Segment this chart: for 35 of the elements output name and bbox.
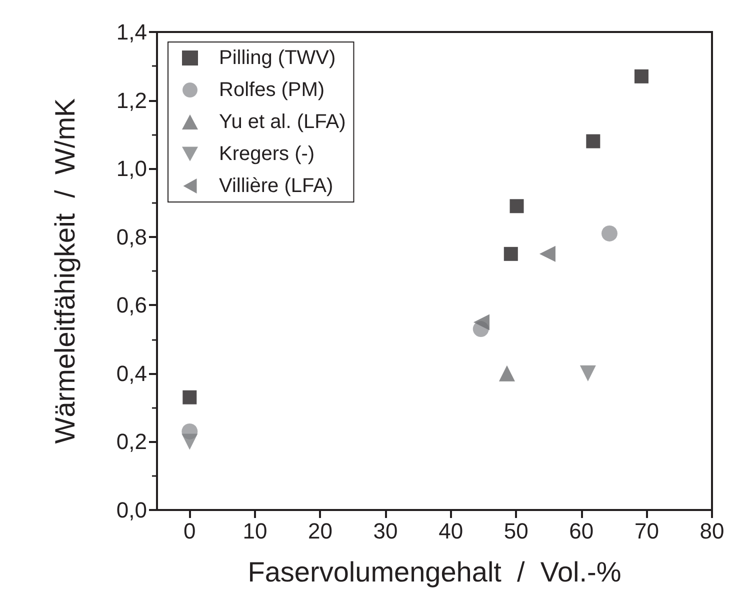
y-axis-title: Wärmeleitfähigkeit / W/mK — [50, 98, 80, 444]
legend-label: Kregers (-) — [219, 143, 315, 165]
y-tick-label: 0,8 — [116, 224, 147, 250]
legend-label: Pilling (TWV) — [219, 47, 336, 69]
point — [580, 365, 596, 382]
x-tick-label: 0 — [184, 518, 196, 544]
legend-label: Rolfes (PM) — [219, 79, 325, 101]
y-tick-label: 1,2 — [116, 88, 147, 113]
y-tick-label: 0,0 — [116, 498, 147, 522]
y-tick-label: 0,4 — [116, 360, 147, 386]
point — [634, 69, 648, 84]
point — [539, 246, 556, 262]
point — [586, 134, 600, 148]
x-tick-label: 10 — [242, 518, 268, 544]
point — [498, 365, 515, 382]
point — [510, 199, 524, 214]
point — [504, 246, 518, 261]
x-axis-title: Faservolumengehalt / Vol.-% — [248, 556, 622, 588]
point — [182, 390, 197, 404]
x-tick-label: 30 — [373, 518, 398, 544]
legend-label: Yu et al. (LFA) — [219, 111, 346, 133]
x-tick-label: 40 — [438, 518, 464, 544]
point — [602, 225, 618, 242]
y-tick-label: 0,6 — [116, 292, 147, 318]
y-tick-label: 0,2 — [116, 429, 147, 454]
x-tick-label: 80 — [700, 518, 724, 544]
x-tick-label: 50 — [504, 518, 528, 544]
point — [182, 434, 198, 450]
x-tick-label: 70 — [634, 518, 659, 544]
x-tick-label: 20 — [308, 518, 332, 544]
y-tick-label: 1,0 — [116, 156, 147, 182]
x-tick-label: 60 — [569, 518, 594, 544]
legend-label: Villière (LFA) — [219, 175, 334, 197]
point — [474, 314, 490, 330]
y-tick-label: 1,4 — [116, 20, 147, 44]
